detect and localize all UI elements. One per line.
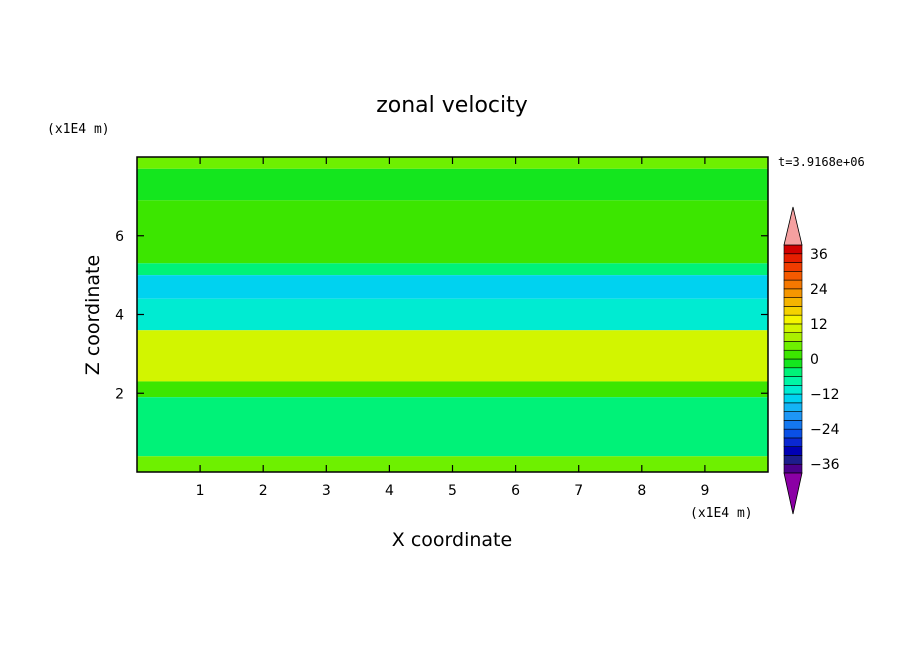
field-band-2 — [137, 200, 768, 264]
colorbar-label: −12 — [810, 387, 840, 403]
y-axis-label: Z coordinate — [82, 255, 104, 375]
colorbar-label: −24 — [810, 422, 840, 438]
x-tick-label: 8 — [637, 483, 646, 499]
colorbar-cell — [783, 420, 803, 430]
colorbar-cell — [783, 349, 803, 360]
colorbar-cell — [783, 297, 803, 307]
contour-field — [137, 157, 768, 472]
x-tick-label: 4 — [385, 483, 394, 499]
colorbar-cell — [783, 428, 803, 439]
colorbar-cell — [783, 455, 803, 465]
colorbar-cell — [783, 385, 803, 395]
colorbar-cell — [783, 332, 803, 342]
x-tick-label: 2 — [259, 483, 268, 499]
colorbar-cell — [783, 393, 803, 404]
colorbar-cell — [783, 244, 803, 255]
colorbar-cell — [783, 262, 803, 272]
chart-title: zonal velocity — [376, 93, 528, 118]
field-band-9 — [137, 456, 768, 472]
x-tick-label: 9 — [700, 483, 709, 499]
colorbar-label: 36 — [810, 247, 828, 263]
colorbar-cell — [783, 323, 803, 333]
colorbar-max-arrow — [783, 206, 803, 246]
time-label: t=3.9168e+06 — [778, 155, 865, 169]
colorbar-label: 24 — [810, 282, 828, 298]
y-tick-label: 6 — [115, 229, 124, 245]
colorbar-cell — [783, 376, 803, 386]
x-tick-label: 3 — [322, 483, 331, 499]
colorbar-label: 12 — [810, 317, 828, 333]
field-band-4 — [137, 275, 768, 299]
colorbar-cell — [783, 411, 803, 421]
x-axis-label: X coordinate — [392, 529, 512, 551]
x-tick-label: 6 — [511, 483, 520, 499]
colorbar-label: 0 — [810, 352, 819, 368]
colorbar-cell — [783, 314, 803, 325]
colorbar-cell — [783, 463, 803, 474]
x-tick-label: 7 — [574, 483, 583, 499]
x-tick-label: 1 — [196, 483, 205, 499]
field-band-6 — [137, 330, 768, 382]
colorbar-cell — [783, 341, 803, 351]
colorbar-cell — [783, 306, 803, 316]
y-unit-label: (x1E4 m) — [47, 122, 110, 137]
colorbar-min-arrow — [783, 472, 803, 515]
colorbar-cell — [783, 279, 803, 290]
x-tick-label: 5 — [448, 483, 457, 499]
colorbar-cell — [783, 288, 803, 298]
colorbar: 36 24 12 0 −12 −24 −36 — [783, 206, 840, 515]
colorbar-cell — [783, 367, 803, 377]
field-band-7 — [137, 381, 768, 398]
field-band-3 — [137, 263, 768, 276]
colorbar-cell — [783, 253, 803, 263]
field-band-8 — [137, 397, 768, 457]
colorbar-cell — [783, 271, 803, 281]
colorbar-label: −36 — [810, 457, 840, 473]
colorbar-cell — [783, 446, 803, 456]
y-tick-label: 2 — [115, 386, 124, 402]
colorbar-cell — [783, 358, 803, 369]
colorbar-cell — [783, 402, 803, 412]
x-unit-label: (x1E4 m) — [690, 506, 753, 521]
field-band-5 — [137, 298, 768, 331]
field-band-1 — [137, 168, 768, 201]
y-axis-ticks: 2 4 6 — [115, 229, 768, 402]
y-tick-label: 4 — [115, 308, 124, 324]
x-axis-ticks: 1 2 3 4 5 6 7 8 9 — [196, 157, 709, 499]
colorbar-cell — [783, 437, 803, 447]
